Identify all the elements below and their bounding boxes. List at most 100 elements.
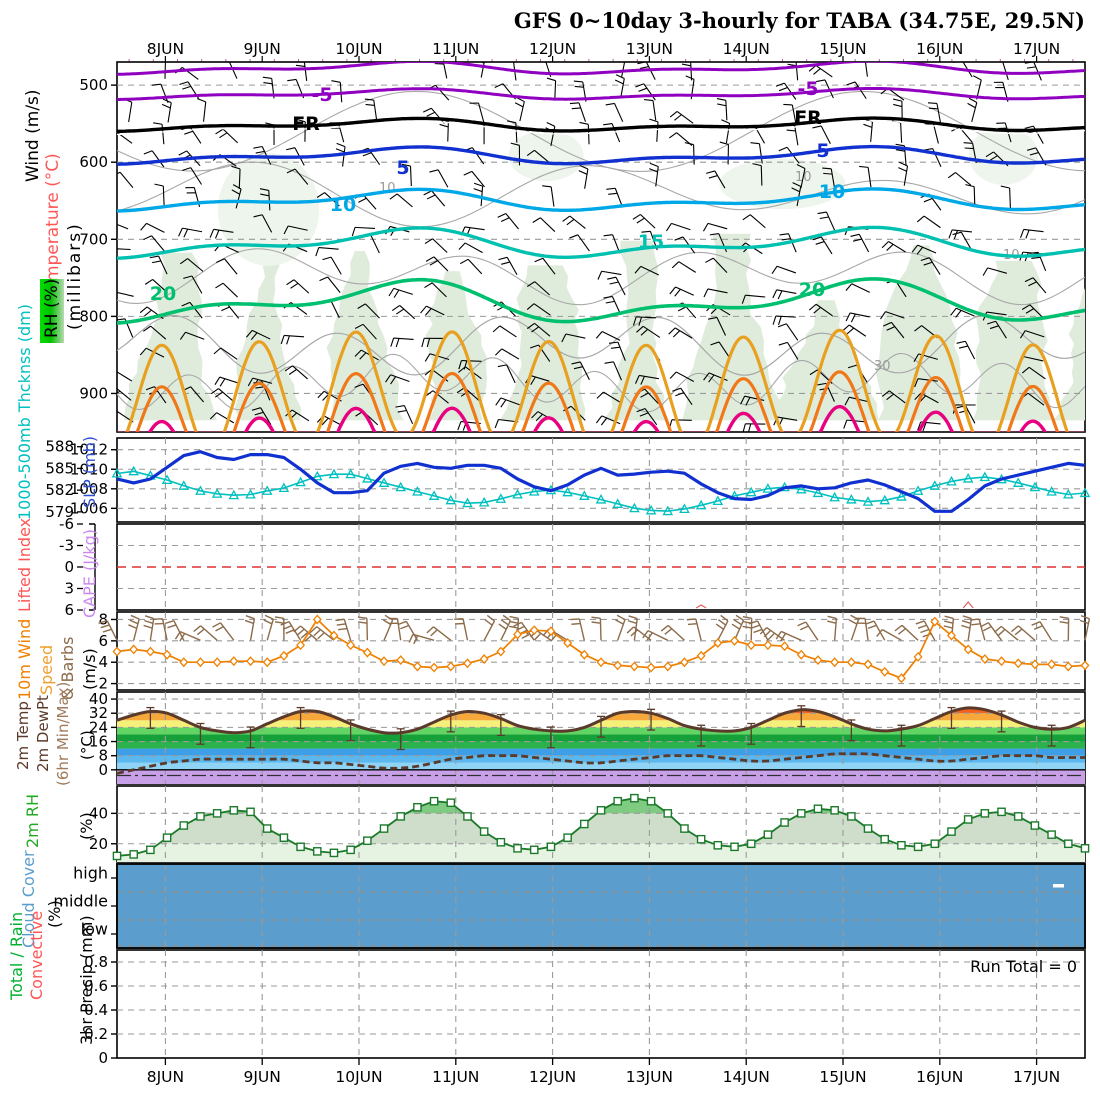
wind-barb-flag — [397, 620, 407, 626]
thickness-marker — [896, 491, 907, 501]
axis-tick-label: -6 — [59, 515, 74, 533]
wind-barb-flag — [140, 223, 147, 231]
wind-barb — [1009, 187, 1011, 209]
wind-barb-flag — [1029, 251, 1039, 254]
wind-barb — [220, 347, 238, 360]
wind-barb-flag — [128, 624, 138, 630]
rh-shade-blob — [124, 252, 217, 421]
date-label-bottom: 12JUN — [529, 1068, 576, 1086]
axis-tick-label: -3 — [59, 537, 74, 555]
wind-barb-flag — [920, 628, 930, 634]
wind-barb-flag — [473, 182, 483, 187]
wind-speed-marker — [780, 641, 790, 652]
wind-barb-flag — [500, 619, 509, 626]
thickness-marker — [929, 480, 941, 490]
wind-barb-flag — [388, 288, 395, 297]
wind-barb — [464, 226, 485, 231]
wind-barb-flag — [898, 167, 907, 172]
wind-barb — [431, 190, 446, 207]
wind-barb — [716, 317, 727, 336]
wind-barb-flag — [649, 168, 658, 173]
wind-barb-flag — [715, 623, 724, 630]
wind-speed-marker — [796, 649, 806, 660]
wind-barb-flag — [130, 614, 140, 620]
rh-marker — [329, 848, 339, 858]
wind-barb-flag — [513, 621, 522, 627]
wind-barb — [1084, 618, 1091, 641]
wind-barb — [867, 167, 872, 188]
wind-barb-flag — [102, 628, 112, 633]
wind-barb-flag — [526, 303, 535, 311]
wind-speed-marker — [279, 650, 289, 661]
wind-barb — [678, 261, 696, 273]
rh-marker — [847, 812, 856, 821]
wind-barb-flag — [808, 303, 817, 311]
isotherm-label: 5 — [816, 140, 829, 162]
date-label-bottom: 11JUN — [432, 1068, 479, 1086]
wind-barb-flag — [747, 423, 752, 432]
wind-barb-flag — [1021, 366, 1030, 374]
wind-barb-flag — [530, 376, 536, 385]
thickness-marker — [662, 505, 674, 516]
axis-tick-label: 40 — [89, 804, 108, 822]
date-label-bottom: 16JUN — [916, 1068, 963, 1086]
wind-barb-flag — [920, 257, 930, 262]
thickness-marker — [579, 490, 590, 500]
wind-barb — [987, 267, 1008, 274]
axis-tick-label: 0 — [64, 558, 74, 576]
axis-tick-label: 3 — [64, 580, 74, 598]
wind-barb-flag — [1026, 66, 1036, 69]
rh-marker — [746, 839, 756, 849]
wind-barb — [162, 185, 165, 207]
axis-tick-label: 40 — [89, 690, 108, 708]
wind-barb-flag — [967, 102, 976, 109]
wind-barb-flag — [982, 267, 989, 276]
wind-barb — [261, 214, 273, 233]
wind-barb-flag — [395, 338, 400, 348]
rh-marker — [1030, 821, 1040, 830]
wind-barb-flag — [815, 241, 825, 245]
wind-barb-flag — [335, 148, 345, 153]
wind-barb — [1023, 356, 1044, 362]
wind-barb-flag — [1024, 277, 1034, 283]
wind-barb-flag — [779, 233, 789, 236]
wind-barb-flag — [777, 323, 787, 328]
wind-barb — [467, 258, 483, 275]
wind-barb — [117, 387, 132, 401]
cape-trace — [962, 601, 974, 609]
wind-barb — [146, 222, 165, 233]
wind-barb-flag — [215, 626, 224, 632]
rh-marker — [196, 812, 205, 821]
wind-speed-marker — [396, 655, 406, 666]
wind-speed-marker — [746, 640, 756, 651]
thickness-marker — [1063, 488, 1074, 499]
thickness-marker — [462, 497, 473, 508]
rh-marker — [613, 796, 622, 806]
wind-barb — [149, 618, 155, 641]
rh-marker — [463, 812, 472, 821]
rh-marker — [630, 793, 639, 803]
wind-barb — [964, 341, 976, 360]
thickness-marker — [1046, 486, 1057, 496]
wind-barb — [515, 122, 518, 143]
wind-speed-marker — [229, 656, 239, 667]
wind-speed-marker — [1063, 661, 1073, 672]
wind-barb-flag — [578, 170, 588, 175]
wind-barb-flag — [357, 303, 366, 309]
axis-tick-label: 700 — [79, 230, 108, 248]
wind-barb — [718, 341, 731, 359]
wind-barb-flag — [886, 326, 896, 331]
wind-barb — [161, 618, 168, 641]
wind-barb-flag — [196, 628, 205, 636]
rh-marker — [146, 845, 155, 855]
wind-barb-flag — [964, 147, 974, 150]
axis-tick-label: 0 — [98, 761, 108, 779]
wind-barb-flag — [424, 282, 433, 289]
wind-barb-flag — [473, 188, 483, 193]
wind-barb — [612, 361, 623, 381]
wind-barb-flag — [364, 98, 374, 101]
wind-barb — [967, 618, 973, 641]
wind-barb-flag — [863, 123, 873, 128]
wind-speed-marker — [913, 651, 923, 662]
wind-barb-flag — [526, 149, 535, 157]
